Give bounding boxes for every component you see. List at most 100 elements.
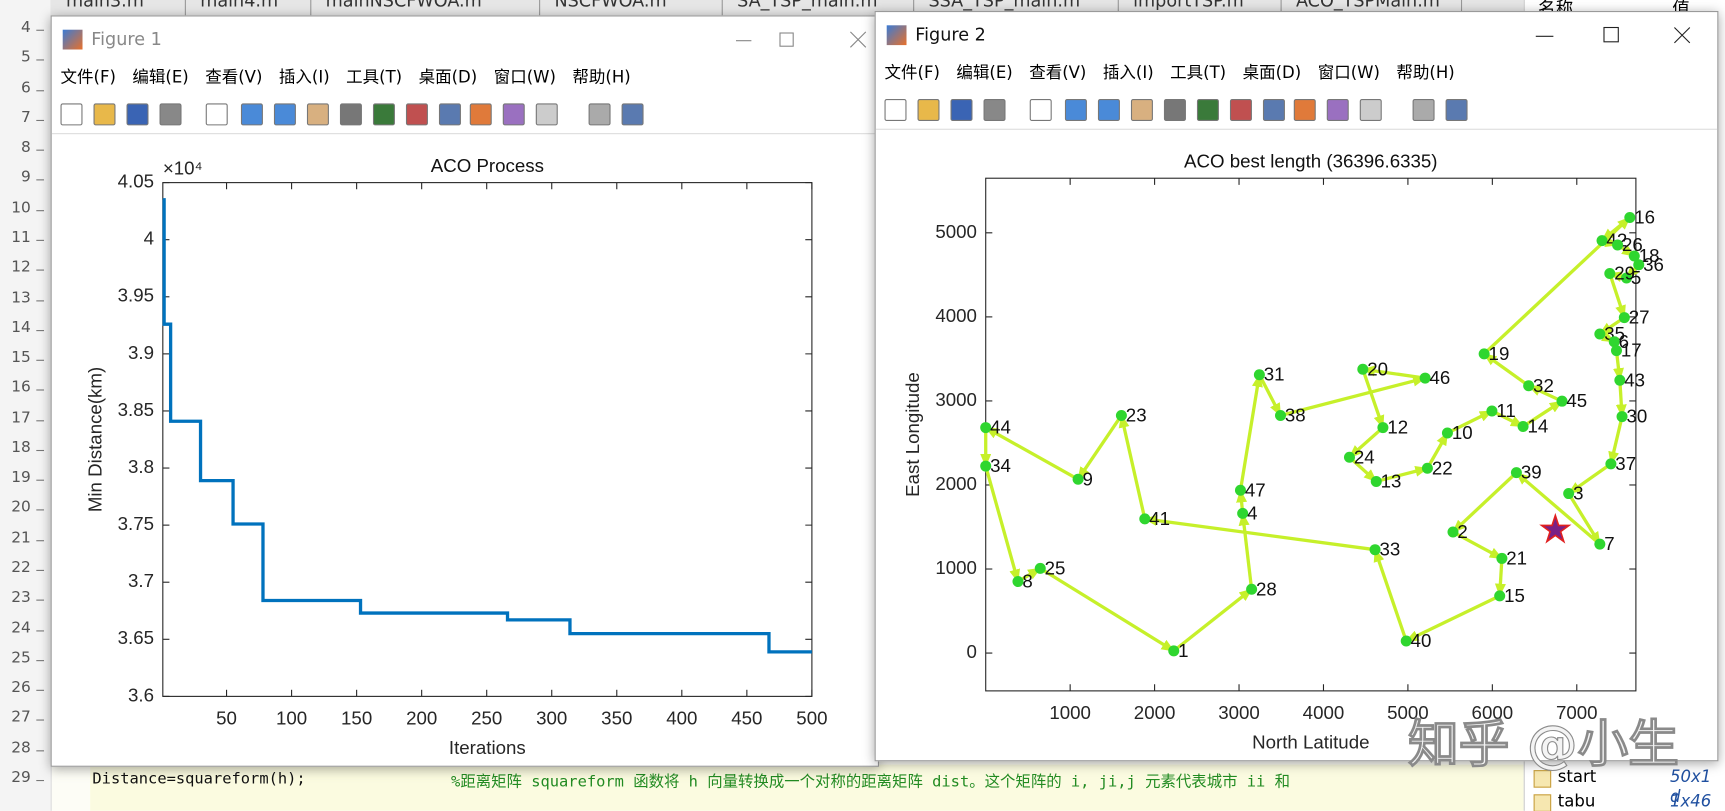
- menu-item: 桌面(D): [418, 67, 478, 87]
- x-axis-label: North Latitude: [1252, 732, 1369, 753]
- route-segment: [1257, 373, 1282, 417]
- x-tick-label: 6000: [1472, 702, 1514, 723]
- menu-item: 窗口(W): [493, 67, 556, 87]
- city-point: [1012, 576, 1024, 588]
- route-segment: [1361, 368, 1385, 429]
- y-tick-label: 1000: [935, 557, 977, 578]
- city-point: [1517, 420, 1529, 432]
- x-tick-label: 300: [536, 707, 567, 728]
- code-comment: %距离矩阵 squareform 函数将 h 向量转换成一个对称的距离矩阵 di…: [451, 773, 1290, 791]
- city-point: [1596, 235, 1608, 247]
- title-bar: Figure 1: [52, 17, 878, 63]
- city-label: 34: [990, 455, 1011, 476]
- city-point: [1369, 544, 1381, 556]
- city-point: [980, 422, 992, 434]
- y-tick-label: 4: [144, 228, 154, 249]
- maximize[interactable]: [1603, 26, 1619, 43]
- line-dash: [36, 509, 45, 511]
- city-label: 27: [1629, 307, 1650, 328]
- toolbar-button: [60, 103, 83, 126]
- city-label: 13: [1381, 470, 1402, 491]
- menu-item: 桌面(D): [1242, 62, 1302, 83]
- line-dash: [36, 119, 45, 121]
- line-number: 10: [11, 198, 31, 217]
- start-marker: [1539, 512, 1572, 544]
- figure-window[interactable]: Figure 1 文件(F) 编辑(E) 查看(V) 插入(I) 工具(T) 桌面(D) 窗…: [50, 15, 880, 767]
- city-point: [1370, 475, 1382, 487]
- close[interactable]: [850, 31, 867, 48]
- city-label: 7: [1604, 533, 1614, 554]
- maximize[interactable]: [779, 32, 794, 47]
- city-point: [1610, 345, 1622, 357]
- code-highlight: [90, 764, 1524, 811]
- editor-tab: mainNSCFWOA.m: [325, 0, 482, 12]
- city-point: [1494, 590, 1506, 602]
- menu-item: 编辑(E): [132, 67, 189, 87]
- line-dash: [36, 269, 45, 271]
- route-segment: [1483, 352, 1530, 388]
- route-segment: [1527, 384, 1563, 403]
- city-label: 10: [1452, 422, 1473, 443]
- city-label: 22: [1432, 457, 1453, 478]
- tab-separator: [310, 0, 312, 16]
- menu-item: 帮助(H): [1396, 62, 1455, 83]
- editor-tab: main3.m: [66, 0, 144, 12]
- line-number: 21: [11, 528, 31, 547]
- city-point: [1343, 451, 1355, 463]
- line-dash: [36, 569, 45, 572]
- toolbar-button: [126, 103, 149, 126]
- line-dash: [36, 659, 45, 662]
- x-axis-label: Iterations: [449, 737, 526, 758]
- menu-item: 帮助(H): [572, 67, 631, 87]
- toolbar-button: [1196, 99, 1219, 122]
- ws-icon: [1533, 770, 1552, 788]
- y-tick-label: 5000: [935, 221, 977, 242]
- chart-title: ACO best length (36396.6335): [1184, 151, 1437, 172]
- city-label: 18: [1639, 245, 1660, 266]
- line-number: 14: [11, 318, 31, 337]
- route-segment: [1451, 471, 1518, 534]
- toolbar-button: [1326, 99, 1349, 122]
- toolbar-button: [621, 103, 644, 126]
- y-tick-label: 3.65: [118, 627, 154, 648]
- line-number: 20: [11, 498, 31, 517]
- axes-box: [162, 182, 813, 697]
- route-segment: [1425, 432, 1449, 470]
- line-number: 13: [11, 288, 31, 307]
- toolbar-button: [1293, 99, 1316, 122]
- route-segment: [1608, 416, 1624, 465]
- route-segment: [1039, 566, 1175, 653]
- line-number: 11: [11, 228, 31, 247]
- x-tick-label: 100: [276, 707, 307, 728]
- line-number: 12: [11, 258, 31, 277]
- window-controls[interactable]: [712, 25, 877, 56]
- menu-item: 查看(V): [1029, 62, 1087, 83]
- city-point: [980, 460, 992, 472]
- city-label: 8: [1022, 571, 1032, 592]
- city-point: [1072, 473, 1084, 485]
- ws-name: start: [1557, 766, 1597, 787]
- city-point: [1237, 507, 1249, 519]
- y-tick-label: 3.9: [128, 342, 154, 363]
- city-point: [1618, 312, 1630, 324]
- x-tick-label: 450: [731, 707, 762, 728]
- ws-value: 1x46 d: [1669, 790, 1712, 811]
- toolbar-button: [917, 99, 940, 122]
- line-dash: [36, 419, 45, 421]
- x-tick-label: 200: [406, 707, 437, 728]
- line-dash: [36, 449, 45, 451]
- city-point: [1478, 348, 1490, 360]
- window-controls[interactable]: [1525, 21, 1712, 52]
- figure-window[interactable]: Figure 2 文件(F) 编辑(E) 查看(V) 插入(I) 工具(T) 桌面(D) 窗…: [874, 11, 1719, 762]
- city-label: 1: [1178, 640, 1188, 661]
- editor-tab: ACO_TSPMain.m: [1295, 0, 1440, 12]
- toolbar-button: [1130, 99, 1153, 122]
- route-segment: [1608, 273, 1626, 319]
- editor-tab: importTSP.m: [1133, 0, 1244, 12]
- line-dash: [36, 389, 45, 391]
- line-dash: [36, 779, 45, 782]
- close[interactable]: [1674, 27, 1691, 44]
- y-tick-label: 2000: [935, 473, 977, 494]
- x-tick-label: 4000: [1303, 702, 1345, 723]
